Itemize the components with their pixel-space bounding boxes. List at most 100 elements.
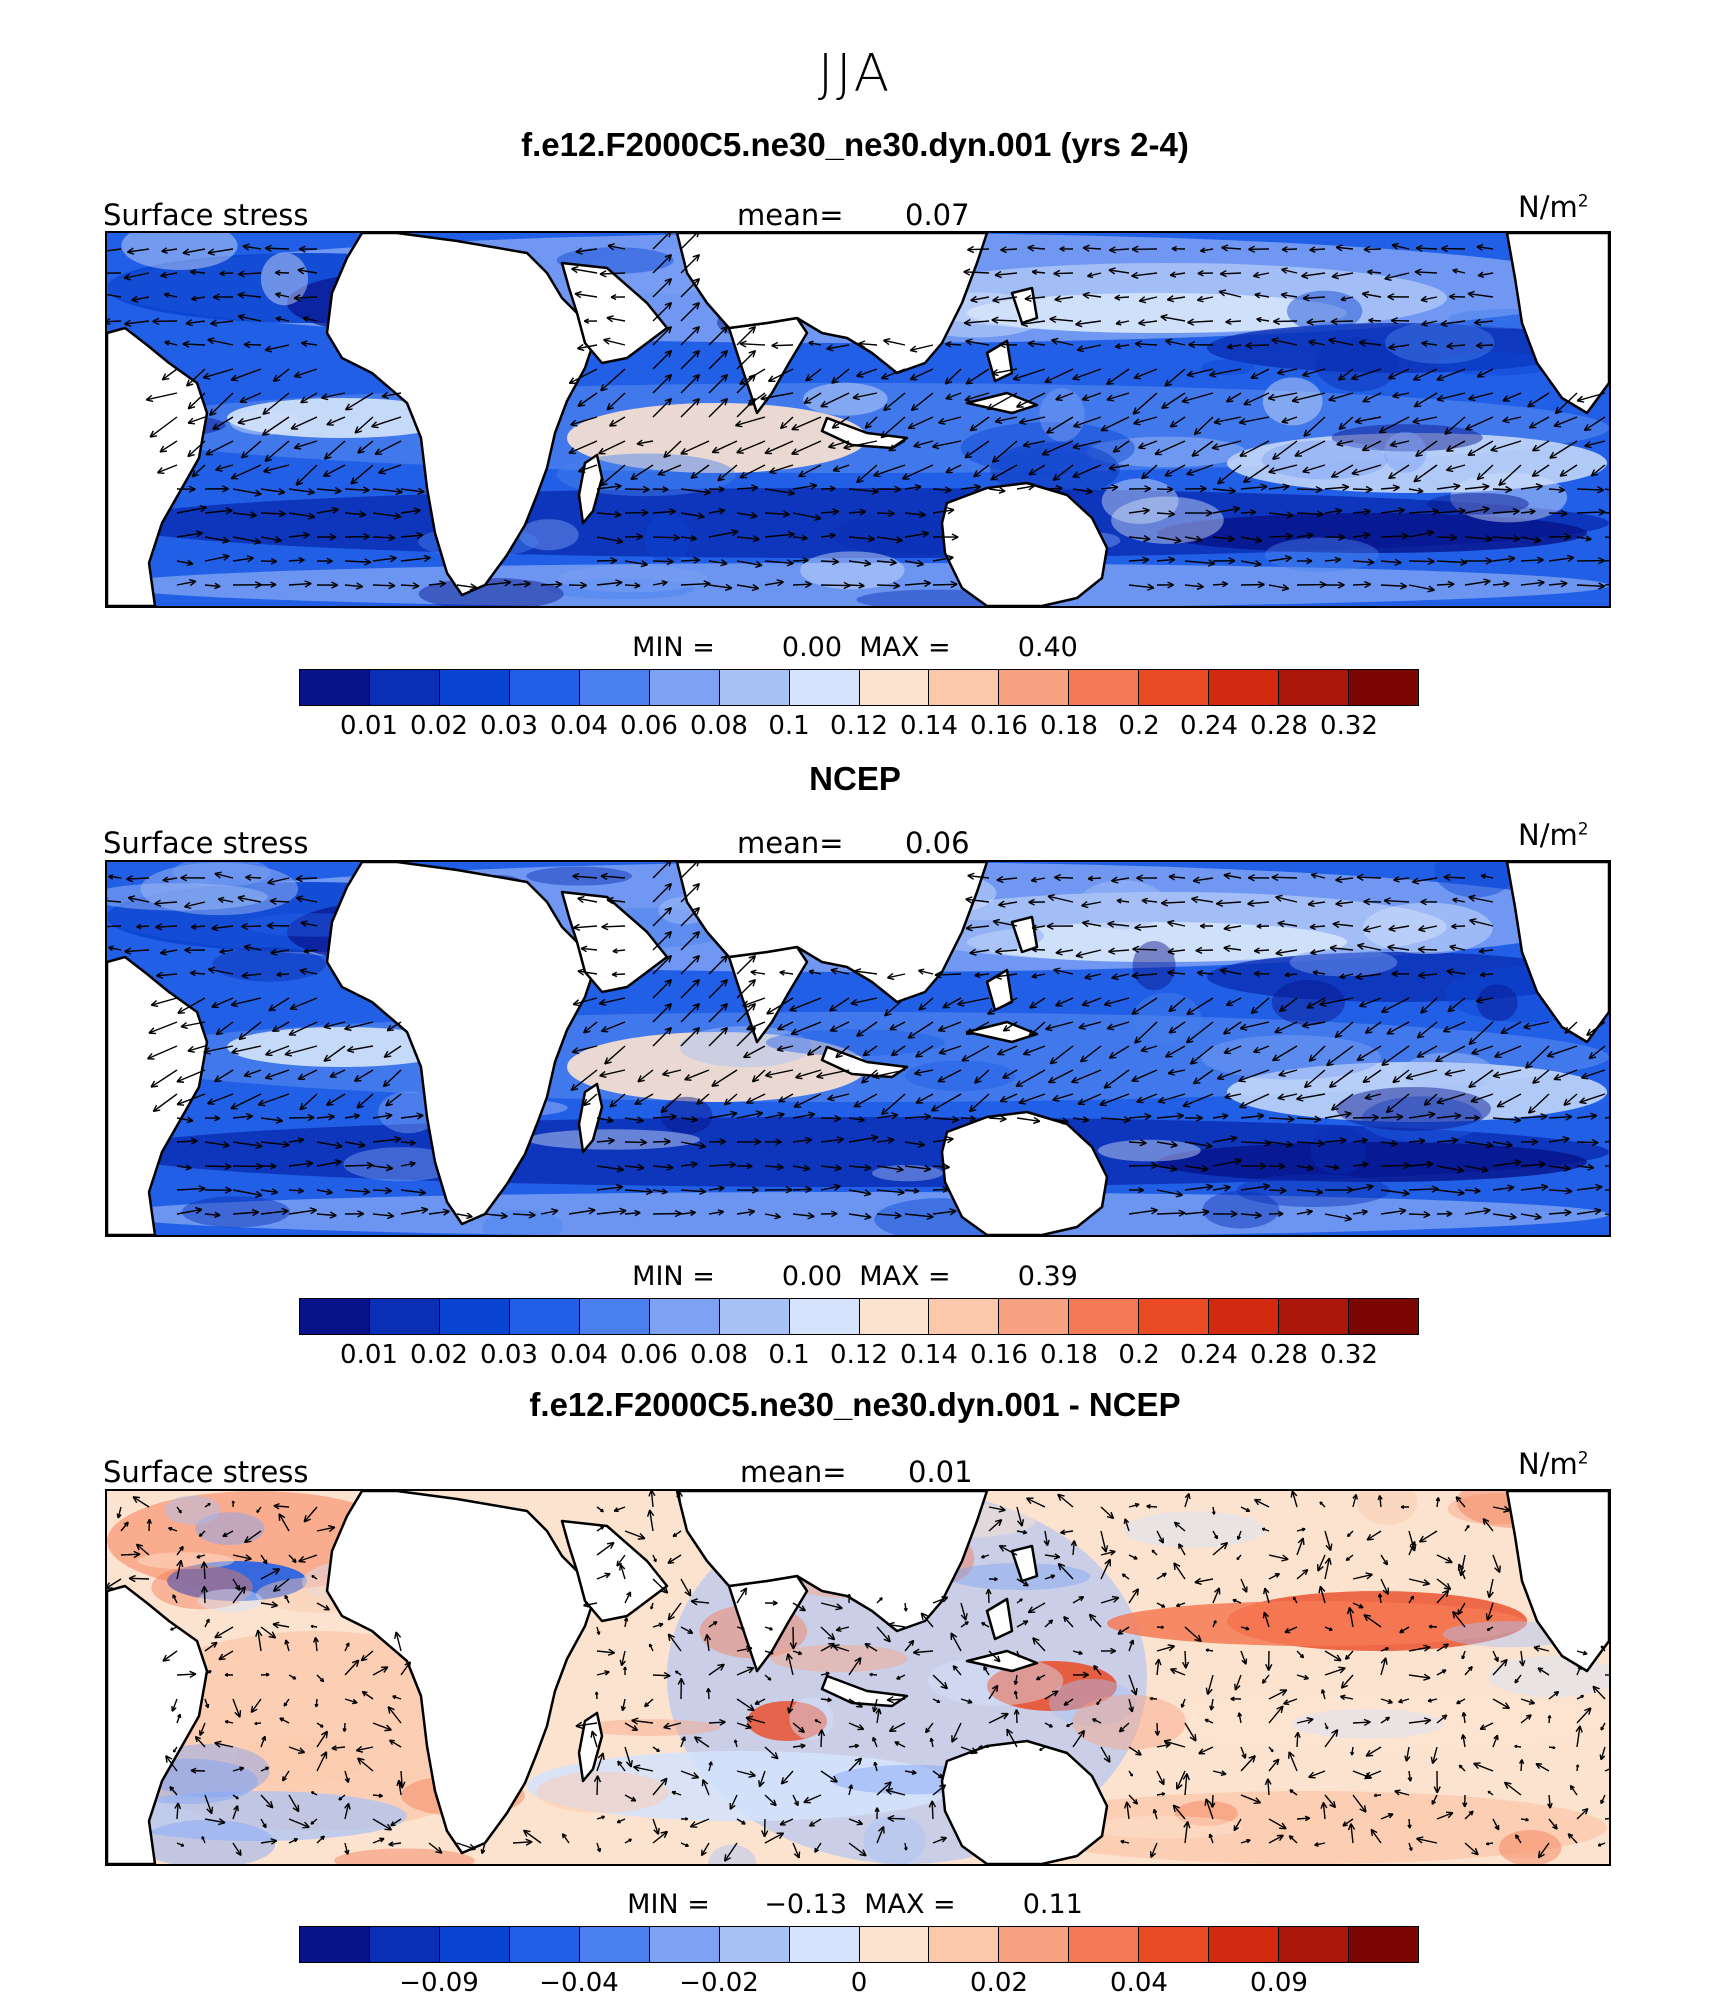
panel-2-map: [105, 860, 1611, 1237]
panel-3-colorbar: [299, 1926, 1419, 1963]
colorbar-tick-label: 0.08: [690, 711, 748, 741]
colorbar-swatch: [859, 1927, 930, 1962]
panel-1-minmax: MIN = 0.00 MAX = 0.40: [632, 632, 1078, 663]
colorbar-swatch: [300, 670, 370, 705]
colorbar-swatch: [369, 1927, 440, 1962]
colorbar-swatch: [579, 670, 650, 705]
colorbar-tick-label: 0.02: [410, 1340, 468, 1370]
colorbar-tick-label: 0.08: [690, 1340, 748, 1370]
panel-1-field-label: Surface stress: [103, 198, 309, 232]
colorbar-swatch: [579, 1299, 650, 1334]
panel-2-mean-label: mean=: [737, 826, 844, 860]
figure-title: JJA: [817, 44, 893, 104]
colorbar-tick-label: 0.02: [410, 711, 468, 741]
colorbar-tick-label: 0.32: [1320, 711, 1378, 741]
panel-1-colorbar: [299, 669, 1419, 706]
colorbar-swatch: [300, 1927, 370, 1962]
colorbar-tick-label: 0.12: [830, 1340, 888, 1370]
colorbar-swatch: [929, 670, 1000, 705]
panel-3-units: N/m2: [1518, 1447, 1589, 1481]
colorbar-tick-label: 0: [850, 1968, 868, 1998]
colorbar-swatch: [649, 670, 720, 705]
panel-3-title: f.e12.F2000C5.ne30_ne30.dyn.001 - NCEP: [529, 1386, 1181, 1423]
panel-3-colorbar-ticks: −0.09 −0.04 −0.02 0 0.02 0.04 0.09: [299, 1968, 1419, 2002]
colorbar-tick-label: 0.1: [768, 1340, 810, 1370]
colorbar-tick-label: −0.09: [399, 1968, 479, 1998]
panel-3-minmax: MIN = −0.13 MAX = 0.11: [627, 1889, 1083, 1920]
colorbar-swatch: [369, 1299, 440, 1334]
colorbar-swatch: [1279, 670, 1350, 705]
panel-2-title: NCEP: [809, 760, 901, 797]
colorbar-swatch: [859, 1299, 930, 1334]
panel-1-colorbar-ticks: 0.01 0.02 0.03 0.04 0.06 0.08 0.1 0.12 0.14 0.16 0…: [299, 711, 1419, 745]
colorbar-swatch: [929, 1299, 1000, 1334]
panel-1-mean-label: mean=: [737, 198, 844, 232]
panel-3-mean-label: mean=: [740, 1455, 847, 1489]
colorbar-tick-label: −0.02: [679, 1968, 759, 1998]
colorbar-tick-label: 0.04: [1110, 1968, 1168, 1998]
colorbar-tick-label: 0.03: [480, 711, 538, 741]
panel-2-colorbar-ticks: 0.01 0.02 0.03 0.04 0.06 0.08 0.1 0.12 0.14 0.16 0…: [299, 1340, 1419, 1374]
colorbar-tick-label: 0.28: [1250, 711, 1308, 741]
colorbar-swatch: [929, 1927, 1000, 1962]
colorbar-swatch: [1209, 1927, 1280, 1962]
colorbar-tick-label: 0.14: [900, 1340, 958, 1370]
panel-1-title: f.e12.F2000C5.ne30_ne30.dyn.001 (yrs 2-4…: [521, 126, 1189, 163]
colorbar-tick-label: 0.18: [1040, 1340, 1098, 1370]
colorbar-tick-label: 0.16: [970, 1340, 1028, 1370]
colorbar-swatch: [579, 1927, 650, 1962]
colorbar-tick-label: 0.04: [550, 1340, 608, 1370]
colorbar-swatch: [1139, 1299, 1210, 1334]
colorbar-swatch: [509, 670, 580, 705]
colorbar-swatch: [439, 1299, 510, 1334]
panel-2-field-label: Surface stress: [103, 826, 309, 860]
panel-2-units: N/m2: [1518, 818, 1589, 852]
colorbar-swatch: [1139, 670, 1210, 705]
colorbar-tick-label: 0.09: [1250, 1968, 1308, 1998]
colorbar-swatch: [1139, 1927, 1210, 1962]
colorbar-swatch: [999, 670, 1070, 705]
colorbar-tick-label: 0.01: [340, 711, 398, 741]
colorbar-tick-label: 0.24: [1180, 1340, 1238, 1370]
colorbar-tick-label: 0.28: [1250, 1340, 1308, 1370]
colorbar-swatch: [300, 1299, 370, 1334]
panel-3-mean-value: 0.01: [908, 1455, 973, 1489]
colorbar-tick-label: 0.24: [1180, 711, 1238, 741]
colorbar-swatch: [509, 1299, 580, 1334]
colorbar-swatch: [369, 670, 440, 705]
colorbar-tick-label: 0.04: [550, 711, 608, 741]
colorbar-swatch: [509, 1927, 580, 1962]
panel-3-field-label: Surface stress: [103, 1455, 309, 1489]
colorbar-tick-label: 0.2: [1118, 711, 1160, 741]
panel-2-mean-value: 0.06: [905, 826, 970, 860]
colorbar-swatch: [439, 670, 510, 705]
colorbar-swatch: [1209, 670, 1280, 705]
colorbar-tick-label: 0.01: [340, 1340, 398, 1370]
colorbar-swatch: [719, 1927, 790, 1962]
colorbar-swatch: [1069, 1299, 1140, 1334]
colorbar-swatch: [719, 670, 790, 705]
colorbar-tick-label: 0.16: [970, 711, 1028, 741]
colorbar-swatch: [1069, 1927, 1140, 1962]
colorbar-tick-label: 0.03: [480, 1340, 538, 1370]
colorbar-tick-label: 0.18: [1040, 711, 1098, 741]
colorbar-tick-label: 0.12: [830, 711, 888, 741]
colorbar-tick-label: 0.02: [970, 1968, 1028, 1998]
colorbar-swatch: [649, 1927, 720, 1962]
colorbar-tick-label: 0.2: [1118, 1340, 1160, 1370]
colorbar-swatch: [789, 1927, 860, 1962]
panel-3-map: [105, 1489, 1611, 1866]
colorbar-swatch: [1279, 1927, 1350, 1962]
colorbar-swatch: [789, 670, 860, 705]
colorbar-swatch: [999, 1927, 1070, 1962]
colorbar-swatch: [999, 1299, 1070, 1334]
colorbar-swatch: [1349, 1927, 1418, 1962]
colorbar-swatch: [859, 670, 930, 705]
colorbar-swatch: [1209, 1299, 1280, 1334]
colorbar-swatch: [1279, 1299, 1350, 1334]
colorbar-swatch: [649, 1299, 720, 1334]
panel-1-map: [105, 231, 1611, 608]
colorbar-tick-label: 0.06: [620, 711, 678, 741]
colorbar-swatch: [1069, 670, 1140, 705]
colorbar-swatch: [1349, 670, 1418, 705]
